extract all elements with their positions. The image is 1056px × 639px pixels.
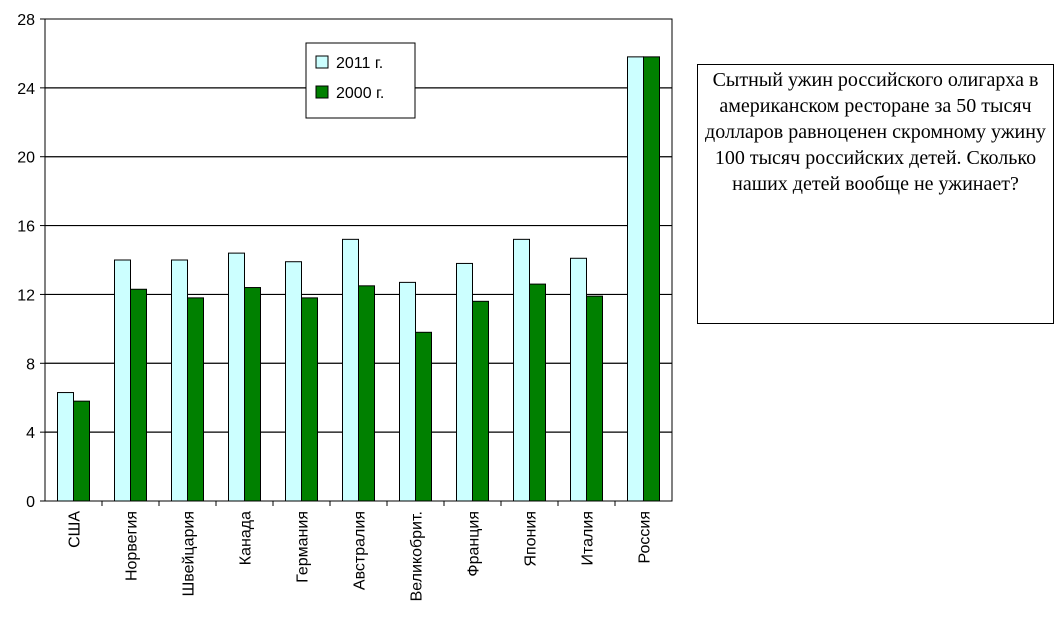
bar-2011 bbox=[114, 259, 131, 502]
y-tick-label: 24 bbox=[17, 81, 35, 98]
bar-2011 bbox=[456, 262, 473, 502]
note-text: Сытный ужин российского олигарха в амери… bbox=[705, 69, 1046, 195]
x-category-label: Франция bbox=[466, 511, 483, 577]
x-category-label: Канада bbox=[238, 511, 255, 565]
bar-2011 bbox=[399, 281, 416, 502]
legend: 2011 г. 2000 г. bbox=[305, 42, 416, 119]
y-tick-label: 4 bbox=[26, 425, 35, 442]
legend-swatch-2000 bbox=[315, 85, 329, 99]
bar-2000 bbox=[472, 300, 489, 502]
bar-2000 bbox=[130, 288, 147, 502]
bar-2011 bbox=[228, 252, 245, 502]
legend-label-2011: 2011 г. bbox=[336, 55, 383, 72]
bar-2011 bbox=[285, 261, 302, 502]
x-category-label: Япония bbox=[523, 511, 540, 567]
x-category-label: Австралия bbox=[352, 511, 369, 590]
legend-label-2000: 2000 г. bbox=[336, 85, 384, 102]
bar-2000 bbox=[73, 400, 90, 502]
x-category-label: Великобрит. bbox=[409, 511, 426, 601]
bar-2000 bbox=[586, 295, 603, 502]
x-category-label: Италия bbox=[580, 511, 597, 565]
y-tick-label: 8 bbox=[26, 356, 35, 373]
bar-2000 bbox=[529, 283, 546, 502]
bar-2011 bbox=[570, 257, 587, 502]
x-axis-labels: США Норвегия Швейцария Канада Германия Австра… bbox=[67, 511, 654, 602]
y-tick-label: 0 bbox=[26, 494, 35, 511]
bar-2000 bbox=[187, 297, 204, 502]
bar-2000 bbox=[415, 331, 432, 502]
bar-2011 bbox=[627, 56, 644, 502]
note-box: Сытный ужин российского олигарха в амери… bbox=[697, 64, 1054, 324]
y-axis-ticks: 0 4 8 12 16 20 24 28 bbox=[17, 12, 45, 511]
x-category-label: Норвегия bbox=[124, 511, 141, 581]
bar-2000 bbox=[358, 285, 375, 502]
bar-2011 bbox=[513, 238, 530, 502]
y-tick-label: 28 bbox=[17, 12, 35, 29]
x-category-label: Германия bbox=[295, 511, 312, 583]
x-category-label: США bbox=[67, 511, 84, 548]
y-tick-label: 20 bbox=[17, 150, 35, 167]
bar-2011 bbox=[57, 392, 74, 502]
x-category-label: Россия bbox=[637, 511, 654, 563]
y-tick-label: 16 bbox=[17, 219, 35, 236]
x-category-label: Швейцария bbox=[181, 511, 198, 596]
bar-2000 bbox=[643, 56, 660, 502]
bar-2000 bbox=[301, 297, 318, 502]
y-tick-label: 12 bbox=[17, 287, 35, 304]
bar-2000 bbox=[244, 287, 261, 502]
bar-2011 bbox=[171, 259, 188, 502]
bars bbox=[57, 56, 660, 506]
legend-swatch-2011 bbox=[315, 55, 329, 69]
bar-2011 bbox=[342, 238, 359, 502]
